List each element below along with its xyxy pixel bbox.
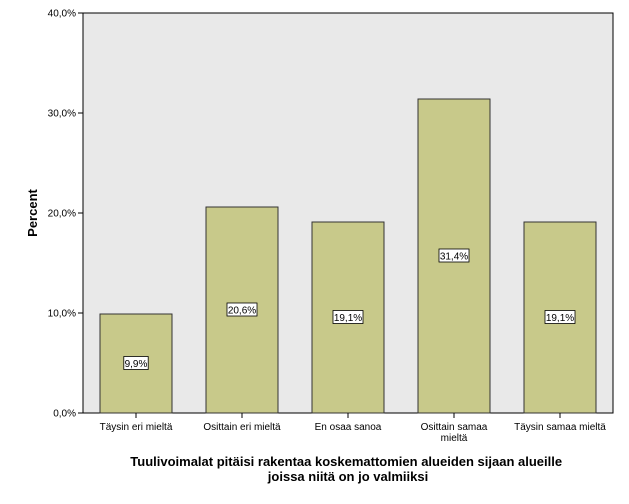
x-axis-title-line-2: joissa niitä on jo valmiiksi bbox=[267, 469, 428, 484]
data-label-box bbox=[332, 310, 364, 324]
x-tick-label: En osaa sanoa bbox=[315, 422, 382, 433]
data-label: 31,4% bbox=[440, 252, 468, 263]
x-tick-label-line: Täysin eri mieltä bbox=[100, 422, 173, 433]
x-tick-label: Täysin eri mieltä bbox=[100, 422, 173, 433]
x-tick-label-line: En osaa sanoa bbox=[315, 422, 382, 433]
x-tick-label-line: Täysin samaa mieltä bbox=[514, 422, 606, 433]
data-label-box bbox=[438, 248, 470, 263]
y-axis-title: Percent bbox=[25, 188, 40, 236]
y-tick-label: 20,0% bbox=[48, 209, 76, 220]
y-axis: 0,0% 10,0% 20,0% 30,0% 40,0% bbox=[48, 9, 83, 420]
data-label-box bbox=[123, 356, 149, 370]
y-tick-label: 40,0% bbox=[48, 9, 76, 20]
x-tick-label-line: Osittain eri mieltä bbox=[203, 422, 281, 433]
data-label: 9,9% bbox=[125, 359, 148, 370]
x-tick-label-line: Osittain samaa bbox=[421, 422, 488, 433]
x-tick-label: Osittain eri mieltä bbox=[203, 422, 281, 433]
y-tick-label: 30,0% bbox=[48, 109, 76, 120]
data-label: 20,6% bbox=[228, 306, 256, 317]
data-label-box bbox=[226, 302, 258, 317]
data-label: 19,1% bbox=[334, 313, 362, 324]
bars-layer: 9,9% 20,6% 19,1% 31,4% 19,1% bbox=[99, 98, 597, 414]
x-tick-label: Osittain samaa mieltä bbox=[421, 422, 488, 444]
x-axis-title-line-1: Tuulivoimalat pitäisi rakentaa koskematt… bbox=[130, 454, 562, 469]
x-tick-label-line: mieltä bbox=[441, 433, 468, 444]
y-tick-label: 10,0% bbox=[48, 309, 76, 320]
y-tick-label: 0,0% bbox=[53, 409, 76, 420]
data-label-box bbox=[544, 310, 576, 324]
x-axis: Täysin eri mieltä Osittain eri mieltä En o… bbox=[100, 413, 606, 444]
x-axis-title: Tuulivoimalat pitäisi rakentaa koskematt… bbox=[130, 454, 565, 484]
x-tick-label: Täysin samaa mieltä bbox=[514, 422, 606, 433]
data-label: 19,1% bbox=[546, 313, 574, 324]
